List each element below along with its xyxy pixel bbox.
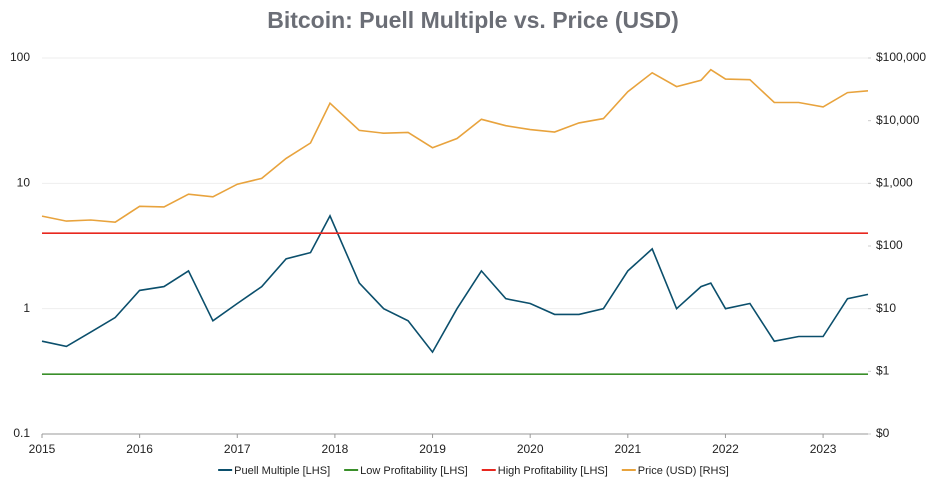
legend-label: Price (USD) [RHS] <box>638 465 729 477</box>
y2-tick-label: $100 <box>876 238 903 252</box>
chart-title: Bitcoin: Puell Multiple vs. Price (USD) <box>267 7 679 33</box>
x-tick-label: 2018 <box>322 442 349 456</box>
y2-tick-label: $1 <box>876 364 890 378</box>
x-tick-label: 2019 <box>419 442 446 456</box>
x-tick-label: 2022 <box>712 442 739 456</box>
y-tick-label: 1 <box>23 301 30 315</box>
x-tick-label: 2016 <box>126 442 153 456</box>
legend-label: High Profitability [LHS] <box>498 465 608 477</box>
y2-tick-label: $0 <box>876 426 890 440</box>
x-tick-label: 2015 <box>29 442 56 456</box>
series-line <box>41 214 869 354</box>
legend-label: Low Profitability [LHS] <box>360 465 468 477</box>
y2-tick-label: $1,000 <box>876 176 913 190</box>
x-tick-label: 2020 <box>517 442 544 456</box>
y2-tick-label: $100,000 <box>876 50 926 64</box>
y-tick-label: 10 <box>17 176 31 190</box>
y2-tick-label: $10 <box>876 301 896 315</box>
x-tick-label: 2023 <box>810 442 837 456</box>
x-tick-label: 2021 <box>614 442 641 456</box>
legend-label: Puell Multiple [LHS] <box>234 465 330 477</box>
y2-tick-label: $10,000 <box>876 113 920 127</box>
y-tick-label: 0.1 <box>13 426 30 440</box>
y-tick-label: 100 <box>10 50 30 64</box>
series-line <box>41 68 869 224</box>
x-tick-label: 2017 <box>224 442 251 456</box>
